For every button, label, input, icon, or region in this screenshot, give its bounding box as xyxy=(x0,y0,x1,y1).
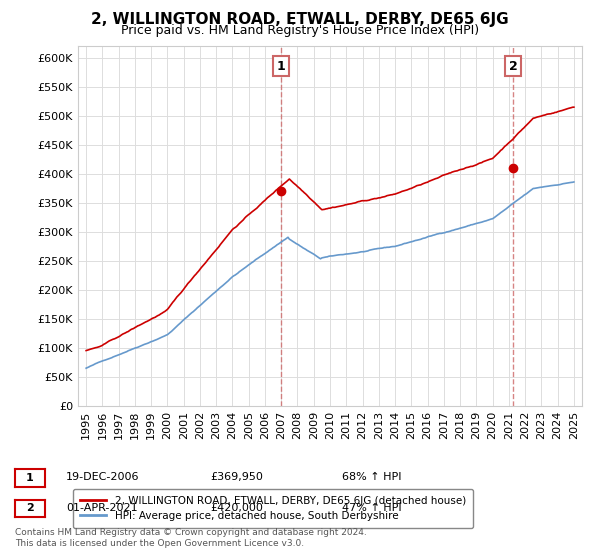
Text: 1: 1 xyxy=(277,60,285,73)
Text: £369,950: £369,950 xyxy=(210,472,263,482)
Text: 2: 2 xyxy=(26,503,34,514)
Text: £420,000: £420,000 xyxy=(210,503,263,513)
Text: 47% ↑ HPI: 47% ↑ HPI xyxy=(342,503,401,513)
Text: Contains HM Land Registry data © Crown copyright and database right 2024.
This d: Contains HM Land Registry data © Crown c… xyxy=(15,528,367,548)
Text: 68% ↑ HPI: 68% ↑ HPI xyxy=(342,472,401,482)
Text: 01-APR-2021: 01-APR-2021 xyxy=(66,503,137,513)
Text: 2, WILLINGTON ROAD, ETWALL, DERBY, DE65 6JG: 2, WILLINGTON ROAD, ETWALL, DERBY, DE65 … xyxy=(91,12,509,27)
Legend: 2, WILLINGTON ROAD, ETWALL, DERBY, DE65 6JG (detached house), HPI: Average price: 2, WILLINGTON ROAD, ETWALL, DERBY, DE65 … xyxy=(73,489,473,529)
Text: 19-DEC-2006: 19-DEC-2006 xyxy=(66,472,139,482)
Text: 1: 1 xyxy=(26,473,34,483)
Text: 2: 2 xyxy=(509,60,517,73)
Text: Price paid vs. HM Land Registry's House Price Index (HPI): Price paid vs. HM Land Registry's House … xyxy=(121,24,479,37)
